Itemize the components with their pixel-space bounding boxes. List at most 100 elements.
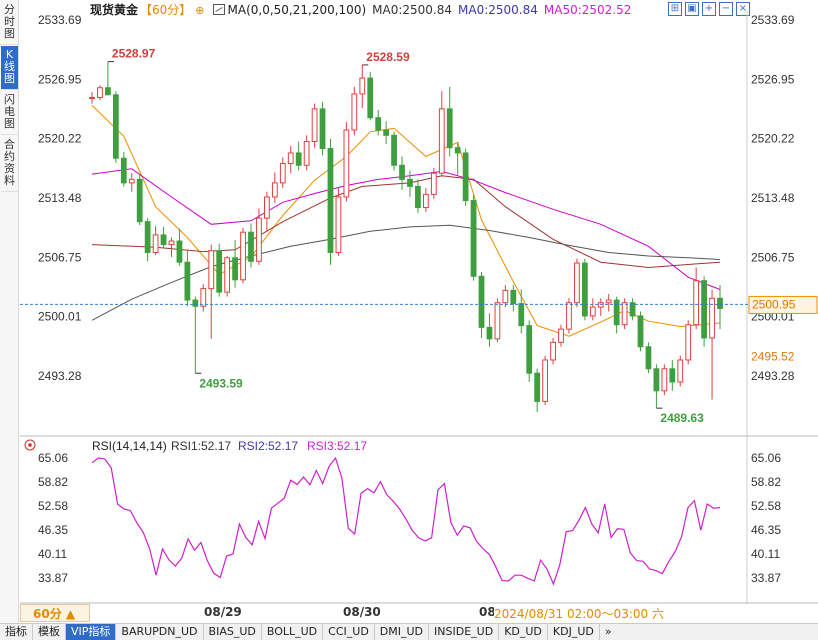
candle-body [685, 324, 692, 361]
rsi-settings-icon[interactable] [24, 439, 36, 451]
candle-body [176, 240, 183, 263]
candle-body [144, 221, 151, 253]
candle-body [375, 117, 382, 131]
candle-body [383, 129, 390, 136]
candle-body [621, 302, 628, 326]
candle-body [701, 280, 707, 339]
candle-body [319, 108, 326, 150]
rsi-tick-left: 65.06 [38, 451, 68, 465]
rsi-params: RSI(14,14,14) [92, 439, 167, 453]
tab-inside[interactable]: INSIDE_UD [429, 624, 500, 640]
price-tick-right: 2493.28 [751, 369, 795, 383]
candle-body [343, 129, 350, 198]
candle-body [709, 297, 715, 339]
tab-kd[interactable]: KD_UD [499, 624, 548, 640]
tab-kline[interactable]: K线图 [1, 46, 18, 90]
rsi-tick-right: 46.35 [751, 523, 781, 537]
rsi1-value: RSI1:52.17 [171, 439, 231, 453]
tab-kdj[interactable]: KDJ_UD [548, 624, 600, 640]
current-price-label: 2500.95 [752, 297, 796, 311]
tab-time-sharing[interactable]: 分时图 [1, 1, 18, 45]
ma0-value-2: MA0:2500.84 [458, 3, 538, 17]
period-selector[interactable]: 【60分】 [140, 3, 192, 17]
candle-body [566, 302, 572, 330]
candle-body [112, 94, 119, 159]
candle-body [367, 77, 374, 119]
candle-body [430, 172, 437, 195]
candle-body [200, 288, 207, 307]
secondary-price-label: 2495.52 [751, 349, 795, 363]
ma-indicator-icon[interactable] [212, 4, 225, 15]
candle-body [208, 250, 215, 290]
candle-body [486, 326, 493, 340]
instrument-title: 现货黄金 [90, 3, 139, 17]
price-tick-right: 2513.48 [751, 191, 795, 205]
candle-body [168, 240, 175, 246]
rsi-tick-right: 65.06 [751, 451, 781, 465]
tab-bias[interactable]: BIAS_UD [204, 624, 262, 640]
candle-body [335, 196, 342, 253]
settings-icon[interactable]: ⊕ [195, 4, 205, 17]
candle-body [264, 196, 270, 219]
chart-area[interactable]: 2533.69 2533.69 2526.95 2526.95 2520.22 2520.… [20, 0, 818, 604]
tab-cci[interactable]: CCI_UD [323, 624, 375, 640]
candle-body [216, 250, 223, 293]
zoom-in-icon[interactable]: + [702, 2, 716, 16]
tab-boll[interactable]: BOLL_UD [262, 624, 324, 640]
candle-body [407, 178, 413, 187]
candle-body [303, 140, 310, 166]
price-annotation: 2528.97 [112, 47, 156, 61]
rsi-tick-left: 40.11 [38, 547, 67, 561]
candle-body [232, 257, 238, 281]
candle-body [311, 108, 318, 142]
maximize-icon[interactable]: ▣ [685, 2, 699, 16]
candle-body [152, 234, 159, 253]
price-tick-left: 2520.22 [38, 132, 82, 146]
candle-body [351, 93, 358, 131]
period-toggle[interactable]: 60分 ▲ [20, 604, 90, 622]
indicator-tabs: 指标 模板 VIP指标 BARUPDN_UD BIAS_UD BOLL_UD C… [0, 623, 818, 640]
tab-template[interactable]: 模板 [33, 624, 66, 640]
price-annotation: 2493.59 [199, 376, 243, 390]
price-annotations: 2528.97 2528.59 2493.59 2489.63 [107, 47, 704, 425]
tab-flash-chart[interactable]: 闪电图 [1, 91, 18, 135]
tab-contract-info[interactable]: 合约资料 [1, 136, 18, 192]
candle-body [478, 275, 485, 328]
tab-vip-indicator[interactable]: VIP指标 [66, 624, 117, 640]
ma-line [91, 224, 721, 321]
candle-body [462, 152, 469, 202]
rsi-tick-left: 33.87 [38, 571, 68, 585]
tab-barupdn[interactable]: BARUPDN_UD [116, 624, 204, 640]
tab-indicator[interactable]: 指标 [0, 624, 33, 640]
zoom-out-icon[interactable]: − [719, 2, 733, 16]
x-label-0829: 08/29 [204, 605, 242, 619]
candle-body [97, 87, 103, 98]
tab-dmi[interactable]: DMI_UD [375, 624, 430, 640]
candle-body [105, 87, 111, 96]
candle-body [581, 262, 588, 317]
rsi-tick-right: 40.11 [751, 547, 780, 561]
rsi2-value: RSI2:52.17 [238, 439, 298, 453]
rsi-settings-icon-dot [28, 443, 32, 447]
candle-body [693, 280, 700, 326]
more-tabs-icon[interactable]: » [604, 625, 612, 638]
layout-icon[interactable]: ⊞ [668, 2, 682, 16]
rsi-tick-left: 46.35 [38, 523, 68, 537]
rsi-tick-left: 58.82 [38, 475, 68, 489]
rsi-axis: 65.06 65.06 58.82 58.82 52.58 52.58 46.35 46.35… [38, 451, 781, 585]
candle-body [438, 108, 445, 174]
candle-body [248, 231, 254, 262]
ma-line [91, 105, 721, 337]
candles [89, 61, 723, 412]
price-tick-left: 2533.69 [38, 13, 82, 27]
candle-body [184, 261, 191, 301]
candle-body [605, 299, 612, 304]
price-tick-left: 2506.75 [38, 250, 82, 264]
candle-body [510, 289, 517, 305]
price-tick-left: 2513.48 [38, 191, 82, 205]
rsi3-value: RSI3:52.17 [307, 439, 367, 453]
candle-body [589, 306, 596, 317]
rsi-header: RSI(14,14,14) RSI1:52.17 RSI2:52.17 RSI3… [24, 439, 367, 453]
chart-view-tabs: 分时图 K线图 闪电图 合约资料 [0, 0, 19, 623]
candle-body [558, 328, 564, 343]
